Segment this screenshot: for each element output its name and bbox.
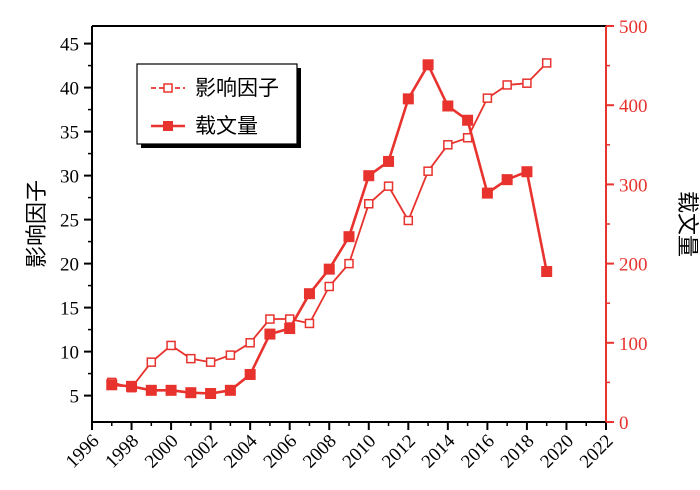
- x-tick-label: 2020: [536, 431, 578, 473]
- data-point: [145, 384, 157, 396]
- data-point: [442, 100, 454, 112]
- data-point: [423, 166, 433, 176]
- y-right-tick-label: 200: [619, 255, 648, 276]
- legend-label: 载文量: [195, 114, 258, 138]
- data-point: [462, 114, 474, 126]
- x-tick-label: 2016: [457, 431, 499, 473]
- x-tick-label: 2002: [180, 431, 222, 473]
- data-point: [502, 80, 512, 90]
- data-point: [185, 387, 197, 399]
- y-left-axis-title: 影响因子: [24, 180, 49, 268]
- y-left-tick-label: 25: [60, 211, 79, 232]
- series-article-count: [106, 59, 553, 399]
- data-point: [225, 350, 236, 360]
- data-point: [165, 384, 177, 396]
- legend-marker: [163, 121, 173, 131]
- data-point: [403, 215, 414, 226]
- data-point: [383, 181, 394, 191]
- data-point: [304, 318, 315, 329]
- data-point: [383, 155, 395, 167]
- data-point: [126, 380, 138, 392]
- y-left-tick-label: 10: [60, 343, 79, 364]
- y-left-tick-label: 5: [70, 387, 80, 408]
- data-point: [224, 384, 236, 396]
- data-point: [364, 199, 374, 209]
- y-right-tick-label: 0: [619, 413, 629, 434]
- y-left-tick-label: 20: [60, 255, 79, 276]
- y-left-tick-label: 15: [60, 299, 79, 320]
- data-point: [205, 387, 217, 399]
- data-point: [166, 340, 176, 351]
- y-left-tick-label: 45: [60, 35, 79, 56]
- data-point: [205, 357, 216, 367]
- x-tick-label: 1998: [101, 431, 143, 473]
- data-point: [363, 170, 375, 182]
- legend-label: 影响因子: [195, 76, 279, 100]
- data-point: [541, 266, 553, 278]
- data-point: [244, 368, 256, 380]
- data-point: [343, 231, 355, 243]
- x-tick-label: 2014: [418, 430, 460, 472]
- y-left-tick-label: 40: [60, 79, 79, 100]
- data-point: [501, 174, 513, 186]
- data-point: [245, 338, 255, 348]
- x-tick-label: 2006: [260, 431, 302, 473]
- data-point: [344, 258, 354, 269]
- x-tick-label: 2008: [299, 431, 341, 473]
- y-right-tick-label: 500: [619, 17, 648, 38]
- y-right-tick-label: 300: [619, 175, 648, 196]
- data-point: [324, 281, 334, 292]
- data-point: [146, 357, 157, 367]
- legend-marker: [163, 83, 173, 93]
- data-point: [481, 187, 493, 199]
- x-tick-label: 1996: [62, 431, 104, 473]
- data-point: [284, 323, 296, 335]
- data-point: [522, 78, 532, 88]
- y-right-tick-label: 100: [619, 334, 648, 355]
- data-point: [482, 93, 493, 103]
- x-tick-label: 2000: [141, 431, 183, 473]
- data-point: [521, 166, 533, 178]
- x-tick-label: 2004: [220, 430, 262, 472]
- data-point: [323, 263, 335, 275]
- y-right-tick-label: 400: [619, 96, 648, 117]
- x-tick-label: 2012: [378, 431, 420, 473]
- data-point: [264, 328, 276, 340]
- data-point: [402, 93, 414, 105]
- data-point: [443, 140, 453, 150]
- y-left-tick-label: 30: [60, 167, 79, 188]
- data-point: [541, 58, 552, 68]
- data-point: [303, 288, 315, 300]
- x-tick-label: 2018: [497, 431, 539, 473]
- x-tick-label: 2022: [576, 431, 618, 473]
- data-point: [186, 353, 196, 364]
- data-point: [265, 314, 275, 324]
- x-tick-label: 2010: [339, 431, 381, 473]
- y-left-tick-label: 35: [60, 123, 79, 144]
- y-right-axis-title: 载文量: [675, 191, 700, 257]
- data-point: [422, 59, 434, 71]
- data-point: [106, 379, 118, 391]
